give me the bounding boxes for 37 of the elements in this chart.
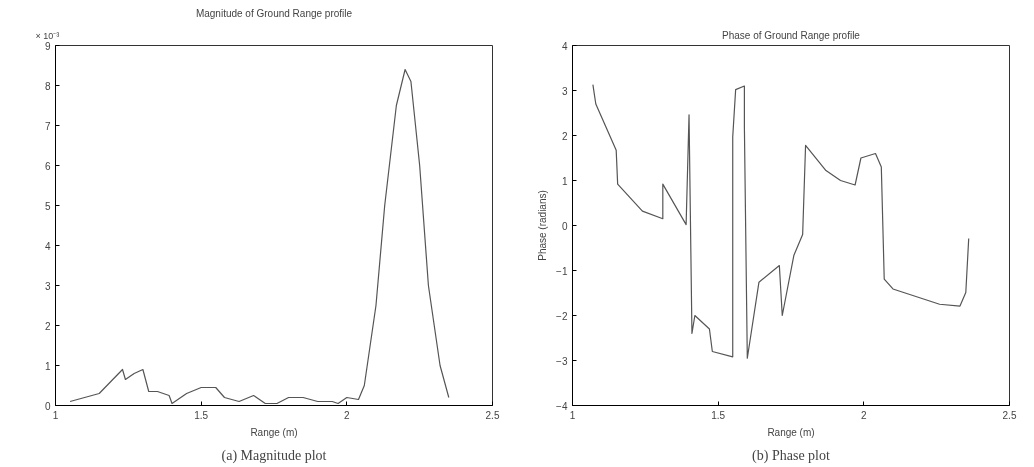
x-tick-label: 1: [52, 409, 59, 421]
y-tick-label: 9: [44, 40, 51, 52]
x-tick-label: 2.5: [1002, 409, 1017, 421]
y-tick-label: 0: [44, 400, 51, 412]
y-tick-label: 5: [44, 200, 51, 212]
line-series: [592, 84, 970, 359]
y-tick-label: −3: [556, 355, 568, 367]
x-tick-label: 2: [861, 409, 868, 421]
x-tick-label: 1.5: [711, 409, 726, 421]
text: (b) Phase plot: [752, 447, 830, 464]
x-tick-label: 1: [569, 409, 576, 421]
y-tick-label: 6: [44, 160, 51, 172]
y-tick-label: 4: [561, 40, 568, 52]
text: (a) Magnitude plot: [221, 447, 327, 464]
y-tick-label: 1: [561, 175, 568, 187]
text: × 10⁻³: [35, 30, 60, 41]
x-axis-title: Range (m): [767, 426, 815, 438]
y-tick-label: 3: [44, 280, 51, 292]
y-tick-label: 3: [561, 85, 568, 97]
y-axis-title: Phase (radians): [537, 190, 549, 261]
y-tick-label: −2: [556, 310, 568, 322]
x-tick-label: 2.5: [485, 409, 500, 421]
y-tick-label: −4: [556, 400, 568, 412]
y-tick-label: 7: [44, 120, 51, 132]
chart-title: Magnitude of Ground Range profile: [195, 7, 353, 19]
y-tick-label: 4: [44, 240, 51, 252]
line-series: [69, 68, 450, 405]
y-tick-label: −1: [556, 265, 568, 277]
x-axis-title: Range (m): [250, 426, 298, 438]
y-tick-label: 8: [44, 80, 51, 92]
y-tick-label: 0: [561, 220, 568, 232]
x-tick-label: 1.5: [194, 409, 209, 421]
y-tick-label: 2: [44, 320, 51, 332]
y-tick-label: 1: [44, 360, 51, 372]
x-tick-label: 2: [344, 409, 351, 421]
chart-title: Phase of Ground Range profile: [722, 29, 861, 41]
y-tick-label: 2: [561, 130, 568, 142]
